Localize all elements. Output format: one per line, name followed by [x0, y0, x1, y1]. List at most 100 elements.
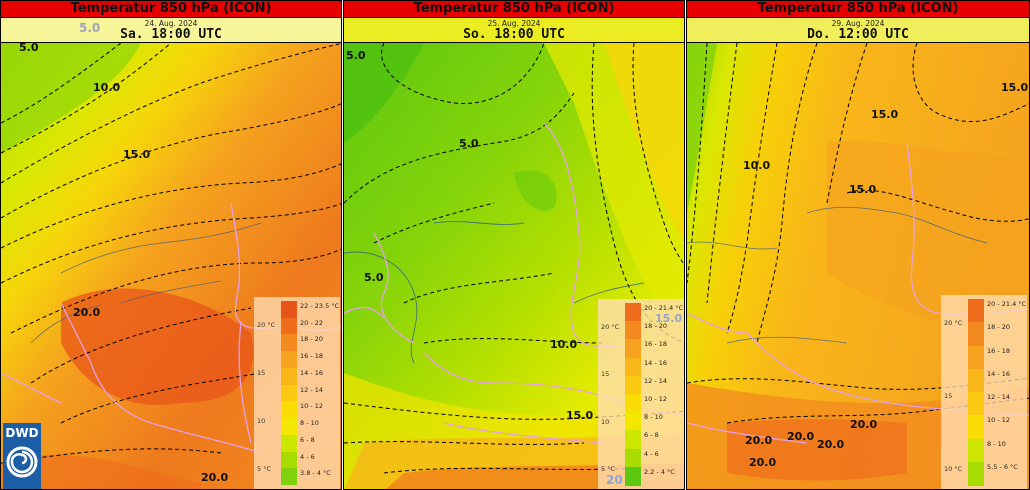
- isoline-label: 10.0: [93, 81, 121, 94]
- legend-swatch: [625, 375, 641, 395]
- panel-header: Temperatur 850 hPa (ICON) 29. Aug. 2024 …: [687, 1, 1029, 43]
- legend-label: 14 - 16: [300, 368, 324, 377]
- legend-label: 18 - 20: [987, 323, 1011, 332]
- legend-tick: 15: [944, 392, 953, 400]
- legend-swatch: [625, 466, 641, 486]
- valid-time: 25. Aug. 2024 So. 18:00 UTC: [344, 18, 684, 42]
- legend-label: 22 - 23.5 °C: [300, 302, 340, 310]
- legend-swatch: [625, 394, 641, 413]
- isoline-label: 20.0: [817, 438, 845, 451]
- isoline-label: 15.0: [849, 183, 877, 196]
- panel-title: Temperatur 850 hPa (ICON): [687, 1, 1029, 18]
- valid-time: 24. Aug. 2024 Sa. 18:00 UTC: [1, 18, 341, 42]
- isoline-label: 5.0: [346, 49, 366, 62]
- legend-swatch: [968, 415, 984, 440]
- spiral-icon: [6, 446, 38, 478]
- map-panel-1: Temperatur 850 hPa (ICON) 24. Aug. 2024 …: [0, 0, 342, 490]
- legend-tick: 20 °C: [601, 323, 620, 331]
- legend-label: 18 - 20: [644, 322, 668, 331]
- watermark-label: 15.0: [655, 312, 683, 325]
- legend-label: 6 - 8: [644, 431, 659, 440]
- legend-swatch: [625, 321, 641, 341]
- isoline-label: 20.0: [201, 471, 229, 484]
- legend-swatch: [281, 468, 297, 486]
- legend-tick: 5 °C: [601, 465, 615, 473]
- isoline-label: 20.0: [745, 434, 773, 447]
- legend-colorbar: [968, 299, 984, 486]
- legend-tick: 10 °C: [944, 465, 963, 473]
- legend-swatch: [968, 392, 984, 416]
- legend-label: 8 - 10: [300, 419, 319, 428]
- legend-tick: 15: [601, 370, 610, 379]
- legend-swatch: [281, 384, 297, 402]
- dwd-logo: DWD: [3, 423, 41, 489]
- forecast-date: 25. Aug. 2024: [487, 19, 541, 28]
- legend-swatch: [968, 345, 984, 370]
- legend-label: 16 - 18: [300, 352, 324, 361]
- legend-label: 12 - 14: [300, 385, 324, 394]
- legend-label: 16 - 18: [987, 346, 1011, 355]
- color-legend: 20 - 21.4 °C 18 - 20 16 - 18 14 - 16 12 - 14…: [598, 299, 684, 489]
- isoline-label: 15.0: [566, 409, 594, 422]
- map-panel-3: Temperatur 850 hPa (ICON) 29. Aug. 2024 …: [686, 0, 1030, 490]
- legend-swatch: [281, 418, 297, 436]
- legend-swatch: [281, 401, 297, 419]
- isoline-label: 20.0: [73, 306, 101, 319]
- legend-label: 4 - 6: [644, 449, 659, 458]
- legend-label: 14 - 16: [644, 358, 668, 367]
- isoline-label: 15.0: [123, 148, 151, 161]
- isoline-label: 5.0: [459, 137, 479, 150]
- isoline-label: 20.0: [850, 418, 878, 431]
- legend-swatch: [968, 322, 984, 347]
- legend-colorbar: [625, 303, 641, 486]
- legend-label: 10 - 12: [644, 395, 668, 403]
- isoline-label: 5.0: [364, 271, 384, 284]
- legend-swatch: [281, 351, 297, 369]
- legend-label: 12 - 14: [987, 393, 1011, 401]
- legend-label: 20 - 21.4 °C: [987, 300, 1027, 308]
- watermark-label: 20: [606, 473, 623, 487]
- legend-label: 3.8 - 4 °C: [300, 469, 331, 478]
- legend-swatch: [281, 434, 297, 452]
- watermark-label: 5.0: [79, 21, 101, 35]
- legend-swatch: [281, 334, 297, 352]
- legend-swatch: [968, 368, 984, 393]
- legend-label: 2.2 - 4 °C: [644, 467, 675, 476]
- legend-label: 6 - 8: [300, 435, 315, 444]
- logo-text: DWD: [5, 426, 39, 440]
- isoline-label: 5.0: [19, 41, 39, 54]
- legend-swatch: [625, 357, 641, 377]
- panel-title: Temperatur 850 hPa (ICON): [344, 1, 684, 18]
- isoline-label: 10.0: [550, 338, 578, 351]
- legend-tick: 10: [257, 417, 266, 425]
- legend-swatch: [625, 339, 641, 359]
- legend-swatch: [281, 451, 297, 469]
- legend-swatch: [968, 299, 984, 323]
- legend-swatch: [281, 367, 297, 385]
- legend-label: 4 - 6: [300, 452, 315, 461]
- isoline-label: 10.0: [743, 159, 771, 172]
- legend-tick: 20 °C: [257, 321, 276, 329]
- legend-label: 18 - 20: [300, 335, 324, 344]
- legend-tick: 20 °C: [944, 319, 963, 327]
- legend-label: 12 - 14: [644, 376, 668, 385]
- panel-header: Temperatur 850 hPa (ICON) 24. Aug. 2024 …: [1, 1, 341, 43]
- forecast-time: So. 18:00 UTC: [463, 27, 565, 42]
- legend-swatch: [968, 461, 984, 486]
- valid-time: 29. Aug. 2024 Do. 12:00 UTC: [687, 18, 1029, 42]
- legend-tick: 10: [601, 417, 610, 426]
- legend-tick: 15: [257, 369, 266, 377]
- forecast-date: 24. Aug. 2024: [144, 19, 198, 28]
- legend-label: 10 - 12: [987, 416, 1011, 425]
- legend-swatch: [281, 301, 297, 318]
- legend-label: 20 - 22: [300, 318, 324, 327]
- panel-title: Temperatur 850 hPa (ICON): [1, 1, 341, 18]
- legend-label: 5.5 - 6 °C: [987, 462, 1018, 471]
- legend-label: 14 - 16: [987, 369, 1011, 378]
- isoline-label: 20.0: [787, 430, 815, 443]
- legend-label: 16 - 18: [644, 340, 668, 349]
- legend-swatch: [625, 303, 641, 322]
- color-legend: 20 - 21.4 °C 18 - 20 16 - 18 14 - 16 12 - 14…: [941, 295, 1027, 489]
- legend-swatch: [625, 412, 641, 432]
- legend-swatch: [625, 448, 641, 468]
